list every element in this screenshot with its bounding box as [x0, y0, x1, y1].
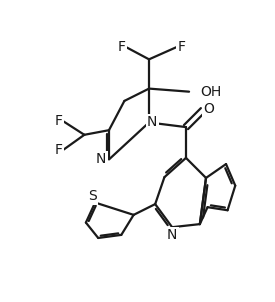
- Text: N: N: [147, 115, 157, 130]
- Text: O: O: [204, 101, 215, 116]
- Text: F: F: [54, 114, 62, 128]
- Text: S: S: [88, 189, 97, 204]
- Text: F: F: [117, 40, 125, 54]
- Text: F: F: [177, 40, 185, 54]
- Text: N: N: [167, 228, 177, 242]
- Text: N: N: [96, 153, 106, 166]
- Text: OH: OH: [200, 85, 221, 99]
- Text: F: F: [54, 143, 62, 157]
